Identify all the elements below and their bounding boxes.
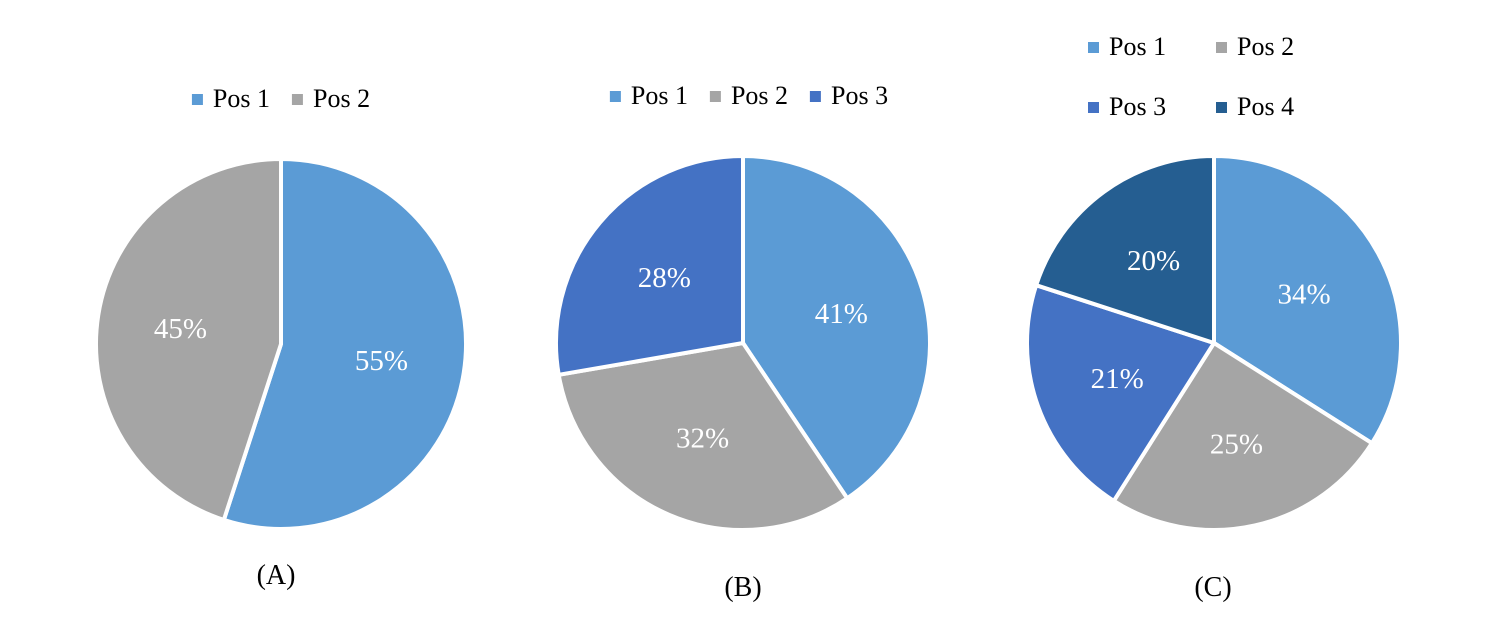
caption-c: (C) <box>1194 572 1232 603</box>
legend-swatch <box>292 93 303 105</box>
caption-a: (A) <box>256 560 296 591</box>
legend-swatch <box>1216 101 1227 113</box>
legend-item: Pos 1 <box>191 84 270 114</box>
legend-swatch <box>1216 41 1227 53</box>
pie-slice-pos-2 <box>94 157 283 522</box>
legend-label: Pos 3 <box>1109 92 1167 121</box>
legend-item: Pos 4 <box>1216 92 1344 122</box>
pie-c: 34% 25% 21% 20% <box>1025 154 1403 532</box>
pie-slice-pos-3 <box>554 154 745 377</box>
legend-item: Pos 1 <box>609 81 688 111</box>
pie-slice-pos-4 <box>1034 154 1216 345</box>
pie-slice-pos-1 <box>741 154 932 501</box>
legend-label: Pos 4 <box>1237 92 1295 121</box>
legend-c: Pos 1 Pos 2 Pos 3 Pos 4 <box>1088 32 1348 122</box>
legend-label: Pos 1 <box>630 81 688 110</box>
data-label: 41% <box>815 298 868 330</box>
legend-item: Pos 3 <box>810 81 888 111</box>
legend-label: Pos 3 <box>831 81 889 110</box>
data-label: 32% <box>676 423 729 455</box>
pie-slice-pos-3 <box>1025 283 1216 503</box>
data-label: 21% <box>1091 363 1144 395</box>
legend-swatch <box>191 93 203 105</box>
pie-slice-pos-2 <box>556 341 850 532</box>
legend-label: Pos 2 <box>313 84 371 113</box>
legend-swatch <box>1088 101 1099 113</box>
legend-item: Pos 2 <box>292 84 370 114</box>
legend-label: Pos 1 <box>212 84 270 113</box>
legend-label: Pos 1 <box>1109 32 1167 61</box>
pie-slice-pos-1 <box>221 157 468 531</box>
pie-b: 41% 32% 28% <box>554 154 932 532</box>
legend-item: Pos 2 <box>709 81 789 111</box>
legend-item: Pos 2 <box>1216 32 1344 62</box>
legend-item: Pos 3 <box>1088 92 1216 122</box>
legend-swatch <box>709 90 721 102</box>
data-label: 55% <box>355 345 408 377</box>
legend-a: Pos 1 Pos 2 <box>191 84 392 114</box>
data-label: 20% <box>1127 245 1180 277</box>
caption-b: (B) <box>724 572 762 603</box>
data-label: 45% <box>154 313 207 345</box>
pie-slice-pos-2 <box>1111 341 1374 532</box>
data-label: 28% <box>638 262 691 294</box>
data-label: 25% <box>1210 428 1263 460</box>
legend-b: Pos 1 Pos 2 Pos 3 <box>609 81 910 111</box>
legend-swatch <box>609 90 621 102</box>
legend-label: Pos 2 <box>1237 32 1295 61</box>
legend-swatch <box>810 90 822 102</box>
legend-label: Pos 2 <box>730 81 789 110</box>
data-label: 34% <box>1278 278 1331 310</box>
pie-a: 55% 45% <box>94 157 468 531</box>
legend-item: Pos 1 <box>1088 32 1216 62</box>
legend-swatch <box>1088 41 1099 53</box>
